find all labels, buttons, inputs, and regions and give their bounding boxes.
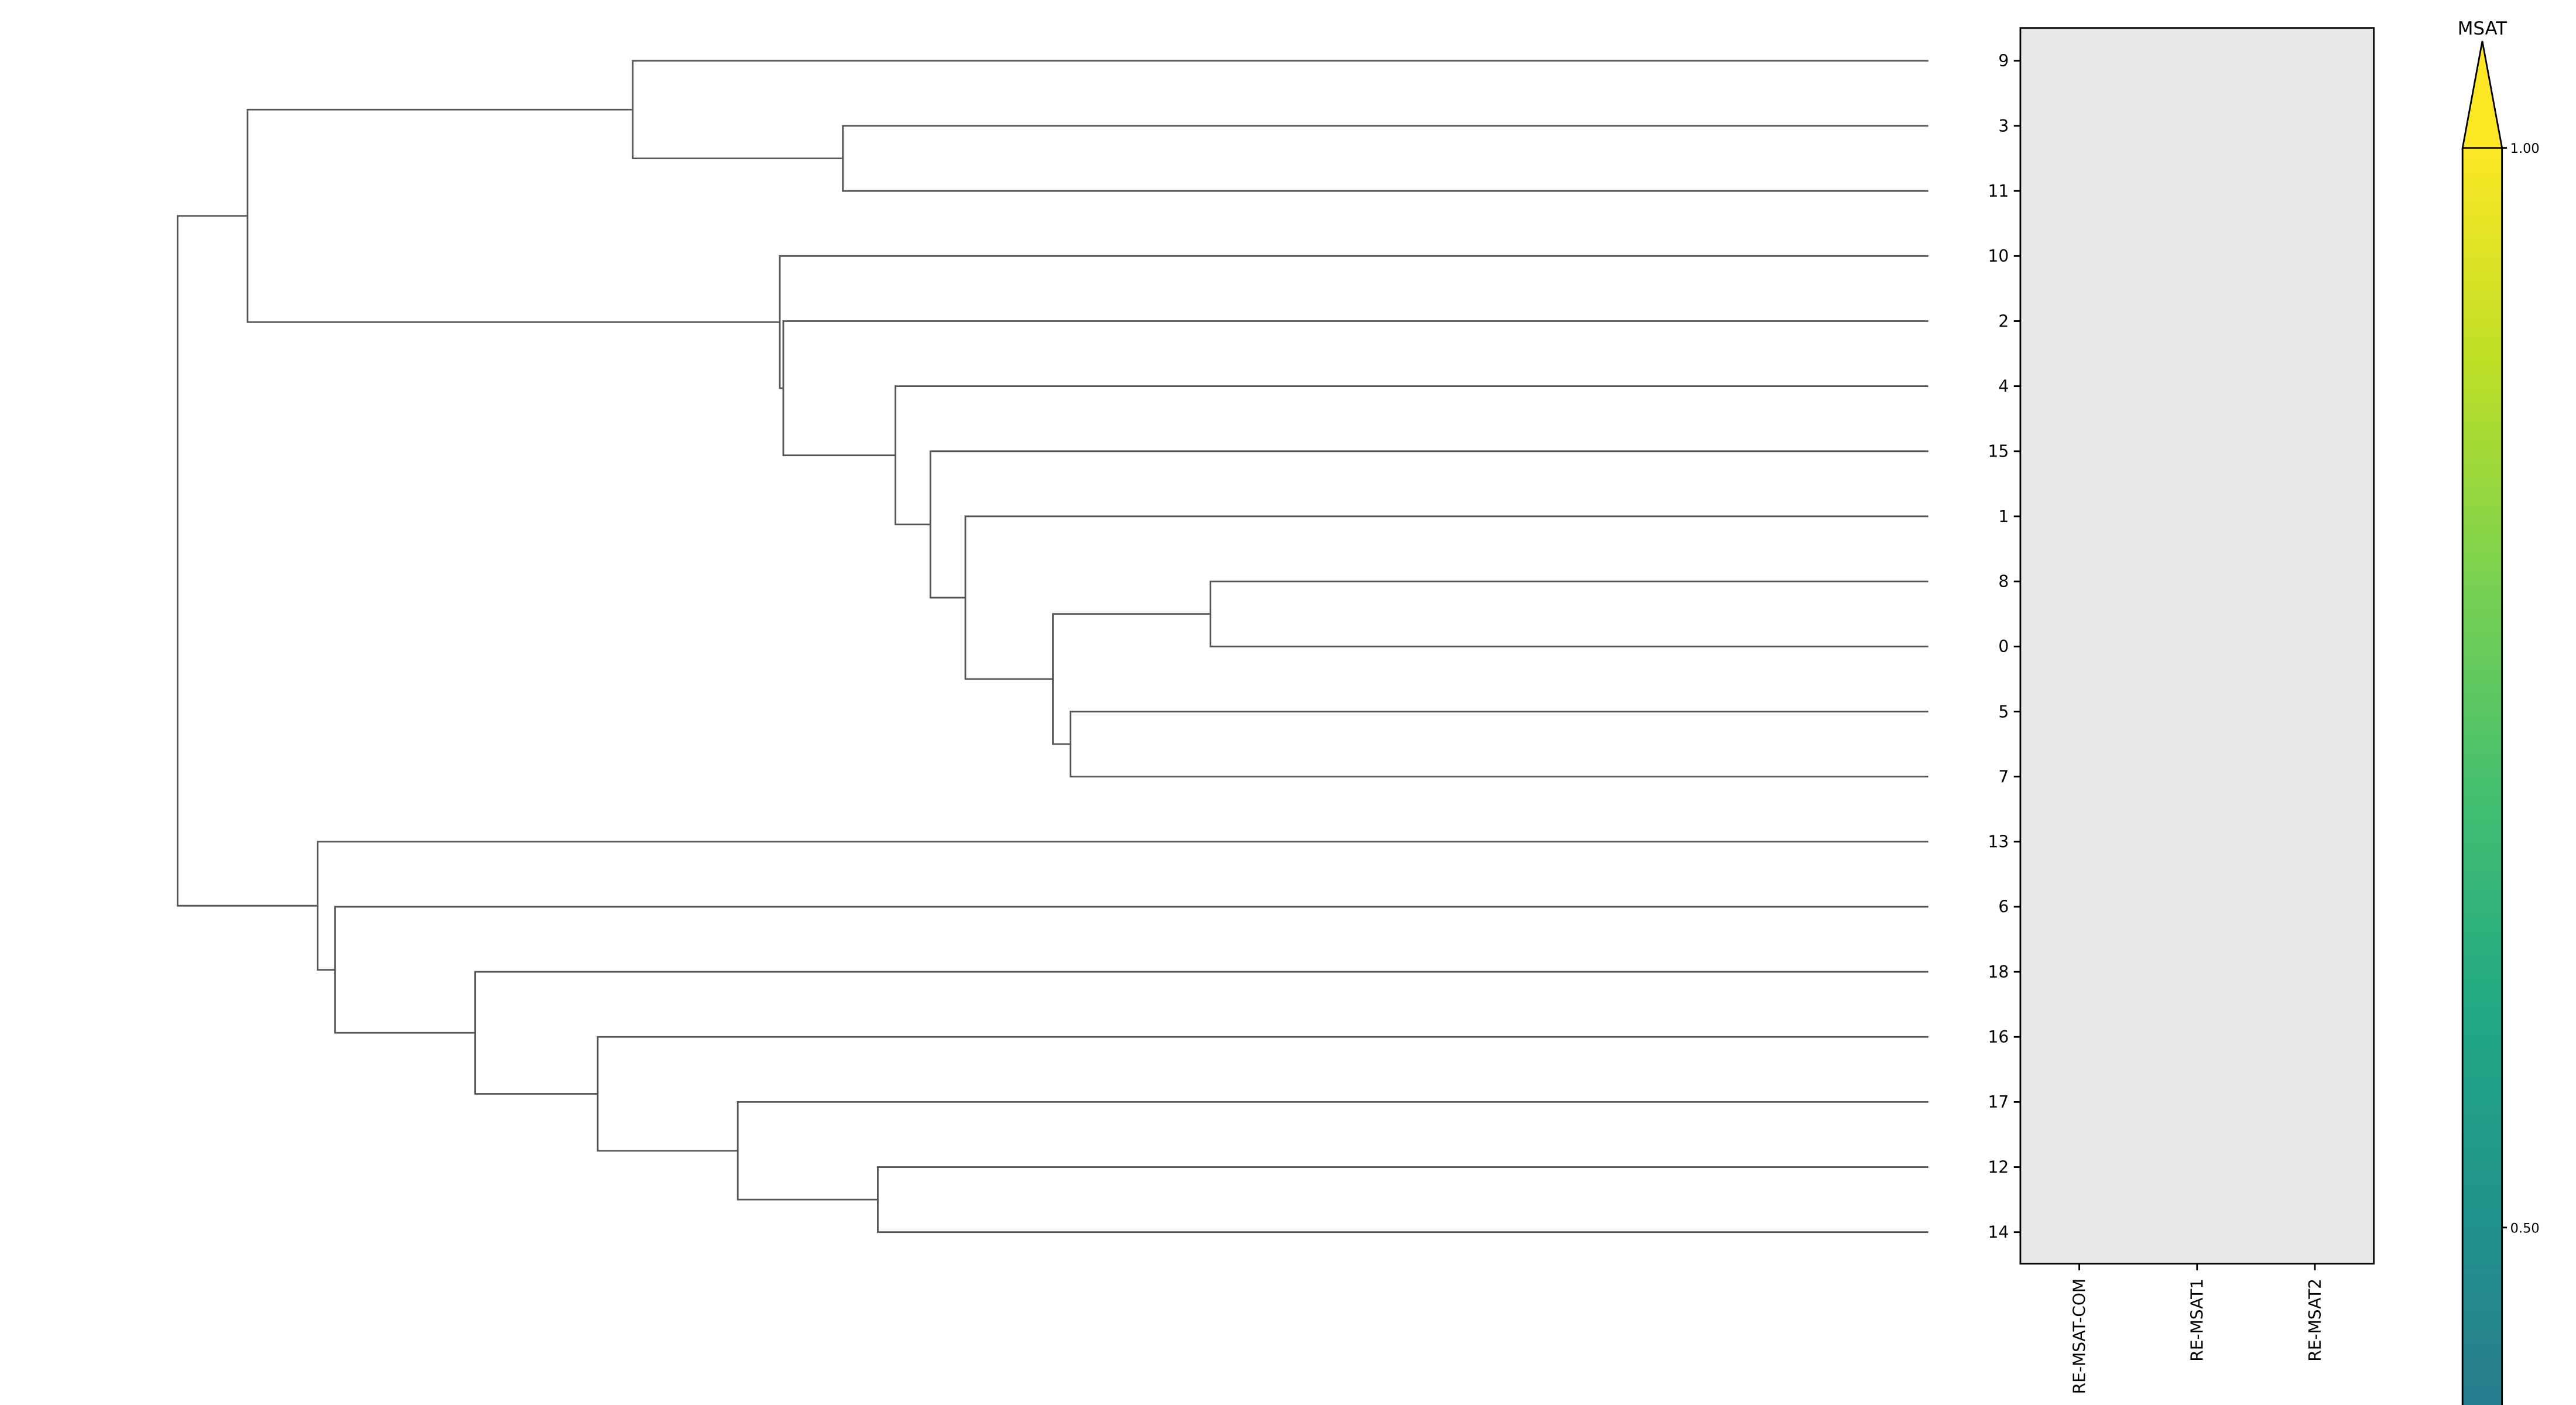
row-label: 15 [1988,442,2009,461]
row-label: 2 [1998,311,2009,331]
row-label: 1 [1998,507,2009,526]
dendrogram-link [632,60,1928,159]
row-label: 10 [1988,246,2009,266]
dendrogram-link [1069,711,1928,777]
dendrogram-link [1210,580,1928,647]
dendrogram-link [317,841,1928,971]
dendrogram-link [334,906,1928,1034]
row-label: 12 [1988,1157,2009,1177]
row-label: 11 [1988,181,2009,201]
row-label: 18 [1988,962,2009,982]
colorbar-gradient [2462,148,2502,1405]
row-label: 14 [1988,1223,2009,1242]
dendrogram-link [474,971,1928,1095]
colorbar-tick-label: 1.00 [2510,141,2540,156]
row-label: 0 [1998,637,2009,656]
heatmap-area [2019,27,2375,1264]
dendrogram-link [894,385,1928,526]
dendrogram-link [1052,613,1211,745]
colorbar-title: MSAT [2458,18,2508,39]
row-label: 13 [1988,832,2009,852]
dendrogram-link [779,255,1928,389]
dendrogram-link [246,108,780,323]
dendrogram-link [964,515,1928,680]
column-label: RE-MSAT1 [2188,1279,2207,1362]
column-label: RE-MSAT-COM [2070,1279,2089,1394]
row-label: 16 [1988,1027,2009,1047]
dendrogram-link [737,1101,1928,1201]
row-label: 6 [1998,897,2009,917]
row-label: 7 [1998,767,2009,786]
row-label: 8 [1998,572,2009,591]
colorbar-tick-label: 0.50 [2510,1221,2540,1236]
column-label: RE-MSAT2 [2306,1279,2325,1362]
dendrogram-link [782,320,1928,457]
row-label: 9 [1998,52,2009,71]
row-dendrogram [176,60,1928,1233]
dendrogram-link [877,1166,1928,1233]
colorbar-extend-max [2461,40,2503,149]
dendrogram-link [597,1036,1928,1152]
row-label: 17 [1988,1092,2009,1112]
row-label: 5 [1998,702,2009,721]
dendrogram-link [842,125,1928,192]
colorbar: MSAT 1.00 0.50 [2458,18,2540,1405]
colorbar-border [2461,148,2503,1405]
row-label: 3 [1998,116,2009,136]
dendrogram-link [929,450,1928,599]
row-label: 4 [1998,376,2009,396]
dendrogram-link [176,215,318,907]
